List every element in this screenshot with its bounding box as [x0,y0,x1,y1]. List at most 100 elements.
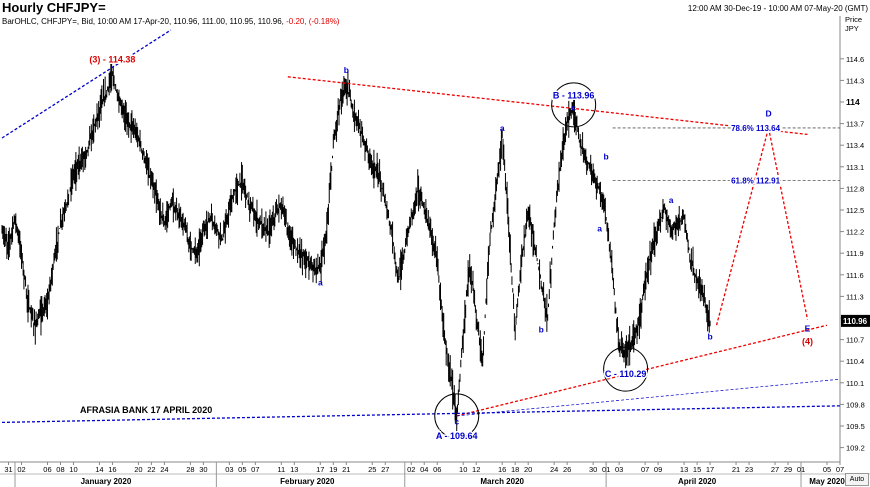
x-tick-label: 12 [472,465,480,474]
ohlc-readout: BarOHLC, CHFJPY=, Bid, 10:00 AM 17-Apr-2… [2,17,339,26]
x-tick-label: 13 [290,465,298,474]
x-tick-label: 22 [147,465,155,474]
red-trendline [715,127,770,326]
y-tick-label: 112.2 [846,228,864,237]
y-tick-label: 114 [846,97,860,107]
y-tick-label: 109.2 [846,444,865,453]
x-tick-label: 05 [238,465,246,474]
red-trendline [287,76,808,136]
x-tick-label: 09 [654,465,662,474]
y-tick-label: 110.4 [846,357,864,366]
month-label: March 2020 [480,477,524,486]
x-tick-label: 14 [95,465,103,474]
x-tick-label: 02 [407,465,415,474]
x-tick-label: 23 [745,465,753,474]
x-tick-label: 04 [420,465,428,474]
highlight-circle [434,393,480,439]
x-tick-label: 13 [680,465,688,474]
x-tick-label: 21 [342,465,350,474]
retracement-label: 61.8% 112.91 [731,176,780,185]
ohlc-change: -0.20, (-0.18%) [286,17,340,26]
wave-label: a [318,278,323,288]
blue-trendline [1,29,172,139]
y-tick-label: 109.8 [846,400,865,409]
current-price-label: 110.96 [843,317,868,326]
red-trendline [767,127,809,320]
x-tick-label: 10 [69,465,77,474]
currency-axis-label: JPY [845,24,859,33]
wave-label: a [669,195,674,205]
red-trendline [456,324,828,417]
y-tick-label: 111.3 [846,292,864,301]
wave-label: b [707,332,712,342]
y-tick-label: 113.7 [846,120,864,129]
current-price-tag [841,314,870,327]
y-tick-label: 112.8 [846,184,864,193]
x-tick-label: 07 [251,465,259,474]
x-tick-label: 19 [329,465,337,474]
x-tick-label: 06 [433,465,441,474]
y-tick-label: 113.1 [846,163,864,172]
x-tick-label: 07 [641,465,649,474]
footer-credit: AFRASIA BANK 17 APRIL 2020 [80,405,212,415]
highlight-circle [551,82,597,128]
wave-label: A - 109.64 [436,431,478,441]
month-label: May 2020 [809,477,845,486]
x-tick-label: 29 [784,465,792,474]
highlight-circle [603,346,649,392]
auto-scale-button[interactable]: Auto [845,473,869,486]
wave-label: (3) - 114.38 [89,54,135,64]
y-tick-label: 114.6 [846,55,864,64]
y-tick-label: 111.9 [846,249,864,258]
x-tick-label: 30 [589,465,597,474]
wave-label: B - 113.96 [553,90,595,100]
wave-label: a [500,123,505,133]
retracement-label: 78.6% 113.64 [731,124,780,133]
price-axis-label: Price [845,15,863,24]
wave-label: b [604,152,609,162]
x-tick-label: 25 [368,465,376,474]
blue-trendline [456,378,841,417]
wave-label: c [571,103,576,113]
x-tick-label: 28 [186,465,194,474]
wave-label: c [454,417,459,427]
chart-title: Hourly CHFJPY= [2,0,106,15]
x-tick-label: 06 [43,465,51,474]
wave-label: (4) [802,337,813,347]
x-tick-label: 20 [524,465,532,474]
x-tick-label: 26 [563,465,571,474]
x-tick-label: 24 [550,465,558,474]
x-tick-label: 11 [277,465,285,474]
y-tick-label: 113.4 [846,141,864,150]
x-tick-label: 03 [225,465,233,474]
x-tick-label: 15 [693,465,701,474]
x-tick-label: 21 [732,465,740,474]
x-tick-label: 16 [498,465,506,474]
wave-label: b [344,65,349,75]
x-tick-label: 03 [615,465,623,474]
x-tick-label: 30 [199,465,207,474]
wave-label: D [765,108,771,118]
y-tick-label: 109.5 [846,422,865,431]
month-label: April 2020 [678,477,717,486]
x-tick-label: 24 [160,465,168,474]
x-tick-label: 07 [836,465,844,474]
wave-label: a [597,224,602,234]
x-tick-label: 17 [316,465,324,474]
x-tick-label: 08 [56,465,64,474]
x-tick-label: 31 [4,465,12,474]
x-tick-label: 27 [771,465,779,474]
y-tick-label: 112.5 [846,206,864,215]
wave-label: C - 110.29 [605,369,647,379]
wave-label: E [805,324,811,334]
x-tick-label: 18 [511,465,519,474]
x-tick-label: 20 [134,465,142,474]
wave-label: b [539,324,544,334]
x-tick-label: 16 [108,465,116,474]
x-tick-label: 27 [381,465,389,474]
x-tick-label: 10 [459,465,467,474]
x-tick-label: 17 [706,465,714,474]
ohlc-values: BarOHLC, CHFJPY=, Bid, 10:00 AM 17-Apr-2… [2,17,284,26]
y-tick-label: 110.7 [846,336,864,345]
